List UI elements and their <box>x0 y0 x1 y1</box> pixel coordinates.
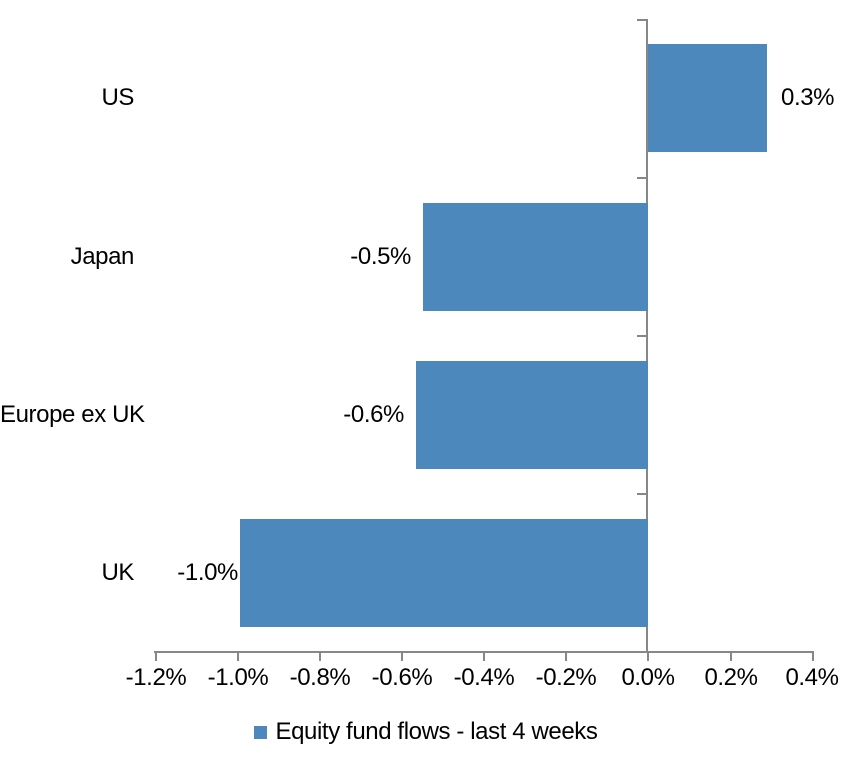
data-label-uk: -1.0% <box>177 559 238 586</box>
value-axis-tick <box>483 651 485 661</box>
data-label-us: 0.3% <box>781 84 835 111</box>
category-axis-tick <box>637 177 648 179</box>
value-axis-tick <box>155 651 157 661</box>
legend-marker-icon <box>254 725 268 739</box>
x-tick-label: 0.0% <box>621 664 675 691</box>
x-tick-label: -0.8% <box>289 664 351 691</box>
value-axis-tick <box>730 651 732 661</box>
category-axis-tick <box>637 493 648 495</box>
category-label-uk: UK <box>101 559 134 586</box>
value-axis-tick <box>647 651 649 661</box>
x-tick-label: -0.6% <box>371 664 433 691</box>
bar-us <box>648 44 767 152</box>
category-axis-tick <box>637 19 648 21</box>
value-axis-tick <box>812 651 814 661</box>
x-tick-label: -1.2% <box>125 664 187 691</box>
legend-label: Equity fund flows - last 4 weeks <box>275 718 598 745</box>
value-axis-tick <box>319 651 321 661</box>
bar-japan <box>423 203 648 311</box>
bar-europe-ex-uk <box>416 361 648 469</box>
x-tick-label: 0.4% <box>785 664 839 691</box>
x-tick-label: -0.4% <box>453 664 515 691</box>
x-tick-label: -0.2% <box>535 664 597 691</box>
legend: Equity fund flows - last 4 weeks <box>0 719 852 745</box>
bar-uk <box>240 519 648 627</box>
data-label-europe-ex-uk: -0.6% <box>343 401 404 428</box>
value-axis-tick <box>401 651 403 661</box>
value-axis-tick <box>237 651 239 661</box>
category-label-japan: Japan <box>70 243 135 270</box>
category-label-europe-ex-uk: Europe ex UK <box>0 401 145 428</box>
category-axis-tick <box>637 335 648 337</box>
category-label-us: US <box>101 84 134 111</box>
x-tick-label: 0.2% <box>704 664 758 691</box>
value-axis-tick <box>565 651 567 661</box>
x-tick-label: -1.0% <box>207 664 269 691</box>
data-label-japan: -0.5% <box>350 243 411 270</box>
